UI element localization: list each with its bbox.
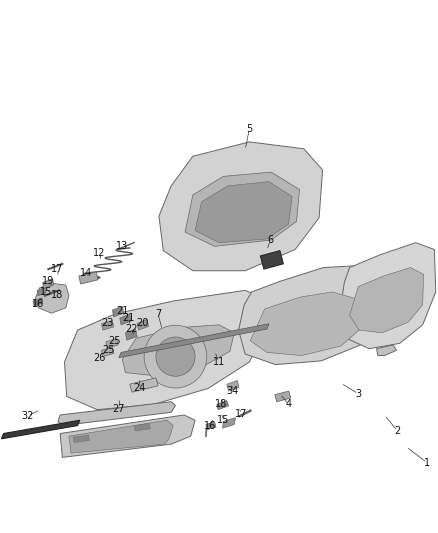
Text: 17: 17 [236,409,248,419]
Polygon shape [102,347,114,357]
Polygon shape [58,402,176,425]
Text: 18: 18 [215,399,227,409]
Text: 32: 32 [21,411,34,421]
Polygon shape [137,319,148,330]
Polygon shape [134,423,150,431]
Polygon shape [223,418,236,428]
Text: 21: 21 [116,305,129,316]
Polygon shape [33,298,43,306]
Polygon shape [275,391,291,402]
Text: 6: 6 [267,235,273,245]
Text: 26: 26 [93,353,106,362]
Text: 11: 11 [213,357,225,367]
Polygon shape [159,142,322,271]
Text: 27: 27 [113,403,125,414]
Polygon shape [35,284,69,313]
Polygon shape [251,292,359,356]
Polygon shape [106,338,118,348]
Circle shape [156,337,195,376]
Text: 16: 16 [204,421,216,431]
Polygon shape [195,182,292,243]
Polygon shape [120,314,131,325]
Polygon shape [206,422,216,430]
Polygon shape [60,415,195,457]
Text: 19: 19 [42,276,54,286]
Text: 14: 14 [80,268,92,278]
Polygon shape [69,420,173,453]
Text: 25: 25 [108,336,121,346]
Text: 17: 17 [51,264,63,274]
Text: 15: 15 [217,415,230,425]
Text: 25: 25 [102,345,114,356]
Polygon shape [130,378,158,392]
Text: 5: 5 [246,124,253,134]
Text: 18: 18 [51,289,63,300]
Polygon shape [260,251,283,269]
Polygon shape [217,401,229,410]
Polygon shape [113,306,124,317]
Polygon shape [377,345,396,356]
Text: 4: 4 [286,399,292,409]
Text: 2: 2 [394,426,401,436]
Text: 7: 7 [155,309,161,319]
Polygon shape [73,435,89,442]
Polygon shape [37,288,46,296]
Polygon shape [350,268,424,333]
Polygon shape [79,272,98,284]
Text: 34: 34 [227,386,239,396]
Polygon shape [122,325,234,375]
Polygon shape [239,265,380,365]
Text: 12: 12 [93,248,106,259]
Text: 23: 23 [101,318,113,328]
Text: 21: 21 [122,313,134,323]
Polygon shape [1,420,80,439]
Polygon shape [102,320,114,330]
Polygon shape [64,290,267,410]
Text: 20: 20 [137,318,149,328]
Polygon shape [125,329,137,340]
Circle shape [144,325,207,388]
Polygon shape [340,243,436,349]
Polygon shape [43,279,53,289]
Polygon shape [227,381,239,391]
Text: 15: 15 [39,287,52,297]
Text: 1: 1 [424,458,430,467]
Text: 3: 3 [355,389,361,399]
Polygon shape [185,172,300,246]
Text: 16: 16 [32,298,45,309]
Text: 13: 13 [116,241,128,252]
Text: 24: 24 [134,383,146,393]
Text: 22: 22 [126,324,138,334]
Polygon shape [119,324,269,358]
